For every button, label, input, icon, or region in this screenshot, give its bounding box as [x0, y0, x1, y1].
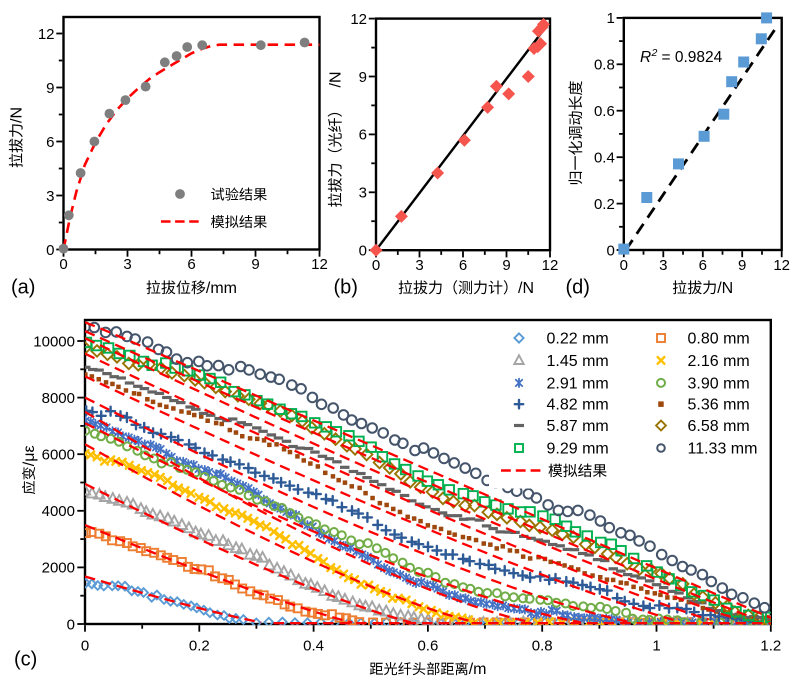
- svg-text:(c): (c): [14, 649, 37, 671]
- svg-text:3: 3: [659, 257, 667, 274]
- svg-text:/N: /N: [9, 107, 26, 123]
- svg-text:(a): (a): [11, 277, 35, 299]
- svg-text:12: 12: [542, 257, 559, 274]
- svg-text:12: 12: [773, 257, 790, 274]
- svg-text:/με: /με: [21, 445, 38, 466]
- svg-text:0.2: 0.2: [189, 638, 210, 655]
- svg-text:6: 6: [187, 256, 195, 273]
- svg-text:12: 12: [38, 26, 55, 43]
- svg-text:5.36 mm: 5.36 mm: [688, 397, 750, 414]
- svg-text:/N: /N: [328, 72, 345, 88]
- svg-text:9: 9: [502, 257, 510, 274]
- svg-text:3.90 mm: 3.90 mm: [688, 375, 750, 392]
- svg-text:8000: 8000: [42, 390, 75, 407]
- svg-text:0: 0: [67, 616, 75, 633]
- svg-text:/N: /N: [518, 280, 534, 297]
- svg-text:9: 9: [251, 256, 259, 273]
- svg-text:(d): (d): [566, 277, 590, 299]
- svg-text:1: 1: [606, 10, 614, 27]
- svg-text:0.8: 0.8: [594, 57, 615, 74]
- svg-text:6: 6: [46, 134, 54, 151]
- svg-text:0: 0: [59, 256, 67, 273]
- svg-text:2.16 mm: 2.16 mm: [688, 353, 750, 370]
- svg-text:6: 6: [699, 257, 707, 274]
- svg-text:0: 0: [81, 638, 89, 655]
- svg-text:0: 0: [606, 242, 614, 259]
- svg-text:0.22 mm: 0.22 mm: [547, 331, 609, 348]
- svg-text:2000: 2000: [42, 560, 75, 577]
- svg-text:12: 12: [350, 11, 367, 28]
- svg-text:10000: 10000: [33, 333, 75, 350]
- svg-text:9: 9: [738, 257, 746, 274]
- svg-text:R: R: [640, 49, 651, 66]
- svg-text:6000: 6000: [42, 447, 75, 464]
- svg-text:= 0.9824: = 0.9824: [662, 49, 723, 66]
- svg-text:6: 6: [359, 127, 367, 144]
- svg-text:2: 2: [651, 47, 658, 59]
- svg-text:9.29 mm: 9.29 mm: [547, 441, 609, 458]
- svg-text:0.8: 0.8: [532, 638, 553, 655]
- svg-text:0.2: 0.2: [594, 196, 615, 213]
- svg-text:0.4: 0.4: [594, 150, 615, 167]
- svg-text:9: 9: [359, 69, 367, 86]
- svg-text:3: 3: [123, 256, 131, 273]
- svg-text:2.91 mm: 2.91 mm: [547, 375, 609, 392]
- svg-text:1.2: 1.2: [760, 638, 781, 655]
- svg-text:0.80 mm: 0.80 mm: [688, 331, 750, 348]
- svg-text:6.58 mm: 6.58 mm: [688, 418, 750, 435]
- svg-text:/mm: /mm: [206, 280, 237, 297]
- svg-text:0: 0: [620, 257, 628, 274]
- svg-text:0.6: 0.6: [417, 638, 438, 655]
- svg-text:/N: /N: [717, 280, 733, 297]
- svg-text:5.87 mm: 5.87 mm: [547, 418, 609, 435]
- svg-text:4000: 4000: [42, 503, 75, 520]
- svg-text:12: 12: [311, 256, 328, 273]
- svg-text:0.6: 0.6: [594, 103, 615, 120]
- svg-text:3: 3: [359, 185, 367, 202]
- svg-text:/m: /m: [469, 661, 487, 678]
- svg-text:1: 1: [652, 638, 660, 655]
- svg-text:9: 9: [46, 80, 54, 97]
- svg-text:3: 3: [46, 188, 54, 205]
- svg-text:4.82 mm: 4.82 mm: [547, 397, 609, 414]
- svg-text:0: 0: [372, 257, 380, 274]
- svg-text:0: 0: [359, 243, 367, 260]
- svg-text:(b): (b): [334, 277, 358, 299]
- svg-text:0.4: 0.4: [303, 638, 324, 655]
- svg-text:3: 3: [415, 257, 423, 274]
- svg-text:11.33 mm: 11.33 mm: [688, 441, 758, 458]
- svg-text:1.45 mm: 1.45 mm: [547, 353, 609, 370]
- svg-text:6: 6: [459, 257, 467, 274]
- svg-text:0: 0: [46, 242, 54, 259]
